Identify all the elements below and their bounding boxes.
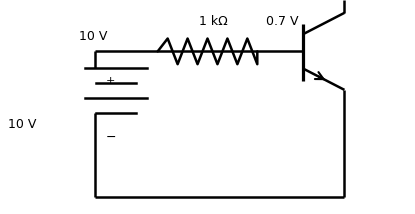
- Text: 0.7 V: 0.7 V: [266, 15, 298, 28]
- Text: 10 V: 10 V: [79, 30, 107, 43]
- Text: 1 kΩ: 1 kΩ: [199, 15, 228, 28]
- Text: +: +: [106, 76, 115, 86]
- Text: 10 V: 10 V: [8, 118, 37, 131]
- Text: −: −: [106, 131, 116, 143]
